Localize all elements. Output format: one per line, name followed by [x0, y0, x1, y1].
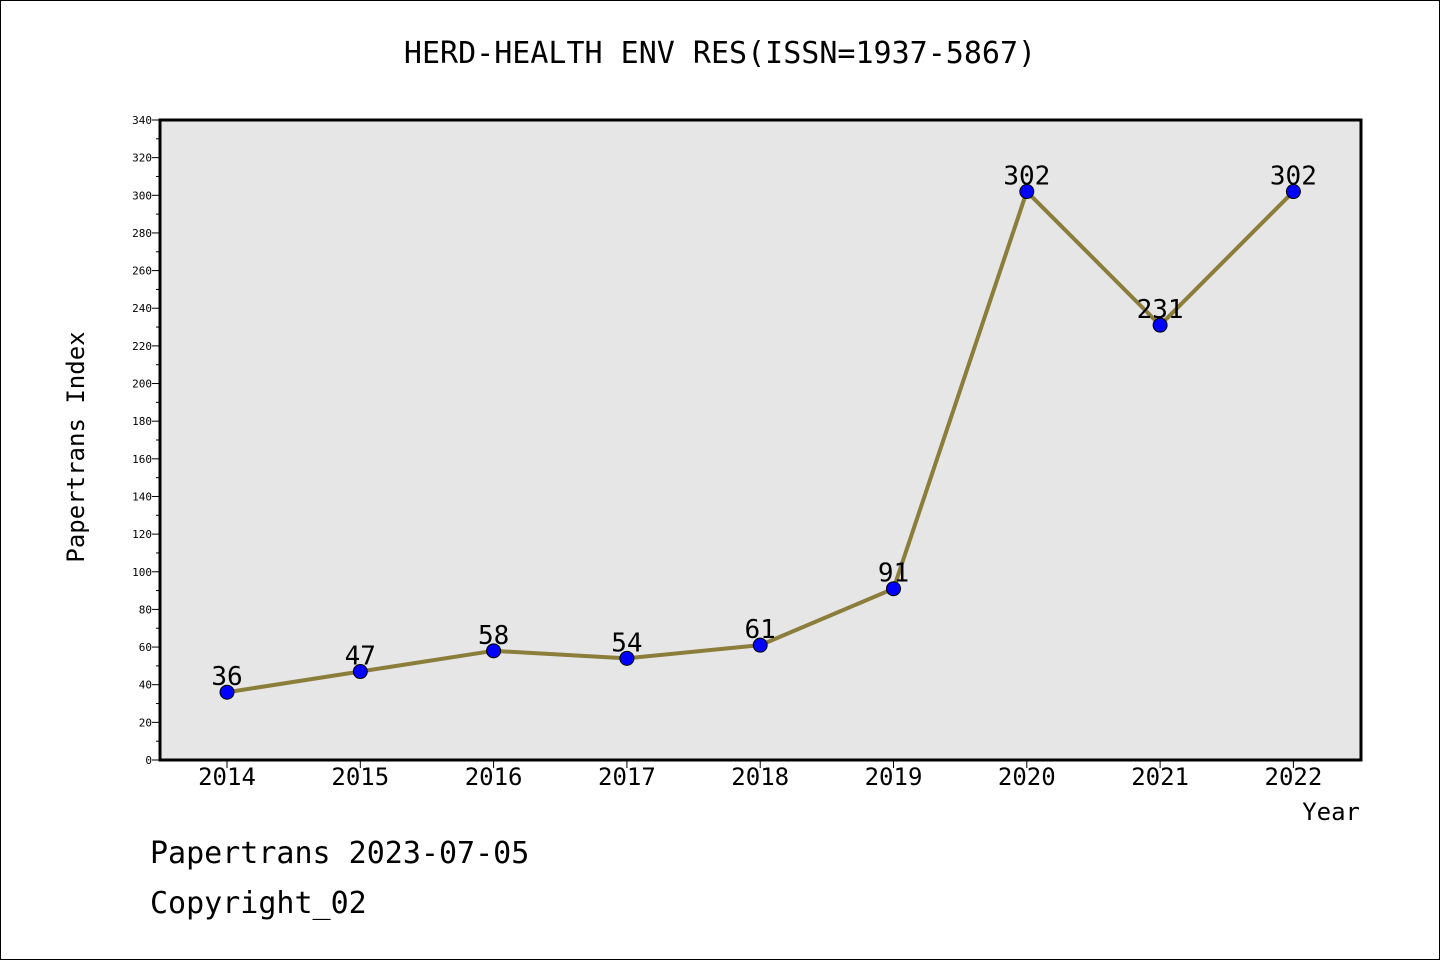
data-point	[486, 643, 502, 659]
x-tick-label: 2020	[998, 763, 1056, 791]
y-tick-label: 200	[132, 378, 152, 391]
x-axis-title: Year	[1302, 798, 1360, 826]
data-label: 36	[211, 662, 242, 692]
data-label: 61	[745, 615, 776, 645]
data-point	[1019, 184, 1035, 200]
x-tick-label: 2015	[331, 763, 389, 791]
plot-area	[158, 118, 1363, 762]
x-tick-label: 2014	[198, 763, 256, 791]
data-point	[619, 650, 635, 666]
footer-date-text: Papertrans 2023-07-05	[150, 836, 530, 871]
y-tick-label: 220	[132, 340, 152, 353]
y-tick-label: 340	[132, 114, 152, 127]
x-tick-label: 2016	[465, 763, 523, 791]
y-tick-label: 40	[139, 679, 152, 692]
chart-title: HERD-HEALTH ENV RES(ISSN=1937-5867)	[403, 36, 1037, 71]
x-tick-label: 2021	[1131, 763, 1189, 791]
data-label: 54	[611, 628, 642, 658]
data-point	[1152, 317, 1168, 333]
y-tick-label: 80	[139, 603, 152, 616]
footer-copyright-text: Copyright_02	[150, 886, 367, 921]
x-tick-label: 2022	[1265, 763, 1323, 791]
y-tick-label: 20	[139, 716, 152, 729]
data-point	[752, 637, 768, 653]
data-label: 302	[1003, 162, 1050, 192]
y-tick-label: 0	[145, 754, 152, 767]
y-tick-label: 160	[132, 453, 152, 466]
y-axis: 0 20 40 60 80 100 120 140 160 180 200 220 240 260 280 3…	[132, 114, 160, 767]
data-label: 302	[1270, 162, 1317, 192]
data-point	[219, 684, 235, 700]
data-label: 231	[1137, 295, 1184, 325]
x-tick-label: 2018	[731, 763, 789, 791]
y-tick-label: 320	[132, 152, 152, 165]
data-label: 91	[878, 559, 909, 589]
y-tick-label: 60	[139, 641, 152, 654]
x-tick-label: 2019	[865, 763, 923, 791]
y-tick-label: 180	[132, 415, 152, 428]
y-tick-label: 240	[132, 302, 152, 315]
y-tick-label: 100	[132, 566, 152, 579]
data-label-group: 36 47 58 54 61 91 302 231 302	[211, 162, 1317, 693]
data-point	[886, 581, 901, 597]
data-point	[352, 664, 368, 680]
data-label: 58	[478, 621, 509, 651]
y-tick-label: 260	[132, 265, 152, 278]
data-label: 47	[345, 642, 376, 672]
data-marker-group	[219, 184, 1301, 700]
data-point	[1285, 184, 1301, 200]
y-tick-label: 140	[132, 490, 152, 503]
y-tick-label: 300	[132, 189, 152, 202]
y-tick-label: 120	[132, 528, 152, 541]
y-axis-title: Papertrans Index	[62, 331, 90, 562]
y-tick-label: 280	[132, 227, 152, 240]
x-tick-label: 2017	[598, 763, 656, 791]
x-axis: 2014 2015 2016 2017 2018 2019 2020 2021 2022	[198, 760, 1322, 791]
